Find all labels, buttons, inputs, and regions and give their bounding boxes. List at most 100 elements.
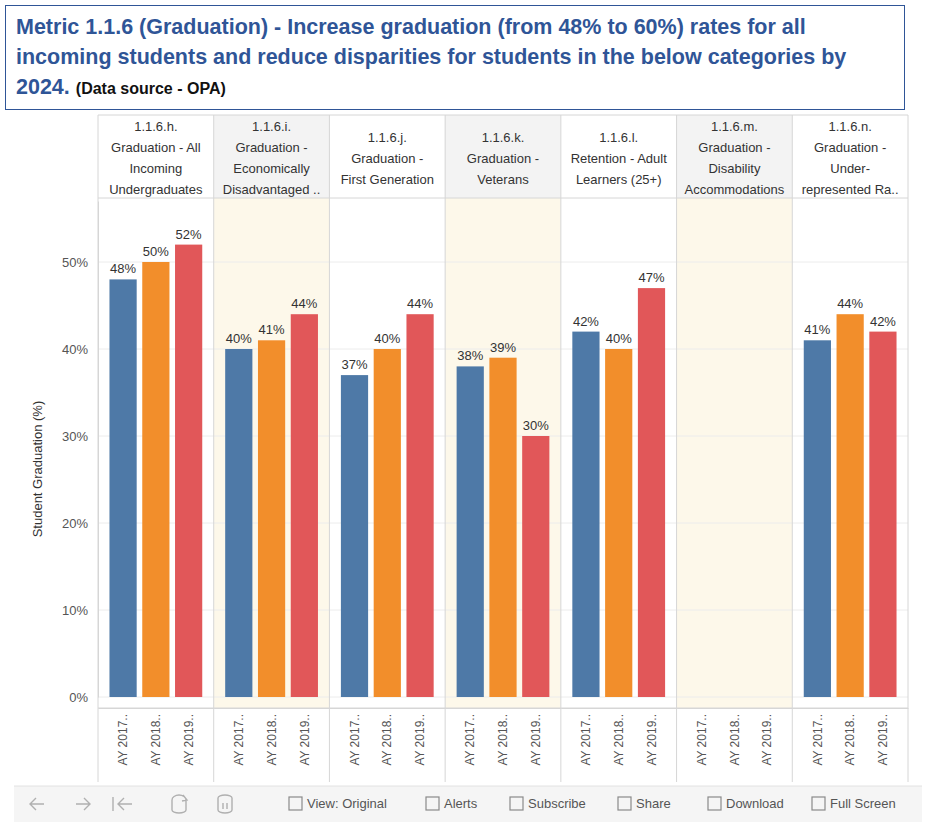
bar [175, 245, 202, 697]
toolbar-background [14, 786, 922, 822]
x-tick-label: AY 2017.. [116, 714, 130, 766]
panel-header-line: Veterans [477, 172, 529, 187]
x-tick: AY 2019.. [413, 708, 427, 766]
panel-headers: 1.1.6.h.Graduation - AllIncomingUndergra… [109, 119, 898, 197]
bar [225, 349, 252, 697]
panel-header-line: Graduation - [814, 140, 886, 155]
bar [142, 262, 169, 697]
toolbar-icon[interactable] [289, 797, 302, 810]
x-tick: AY 2018.. [496, 708, 510, 766]
panel-header: 1.1.6.m.Graduation -DisabilityAccommodat… [685, 119, 785, 197]
x-tick-label: AY 2018.. [380, 714, 394, 766]
panel-background [677, 198, 793, 708]
x-tick: AY 2017.. [463, 708, 477, 766]
toolbar-icon[interactable] [708, 797, 721, 810]
bar [341, 375, 368, 697]
header-background [214, 115, 330, 198]
x-tick: AY 2018.. [843, 708, 857, 766]
toolbar-icon[interactable] [812, 797, 825, 810]
panel-header-line: Under- [830, 161, 870, 176]
panel-header-line: Incoming [129, 161, 182, 176]
toolbar-item[interactable]: Download [726, 796, 784, 811]
panel-header-line: Disadvantaged .. [223, 182, 321, 197]
x-tick: AY 2019.. [645, 708, 659, 766]
grid-line [98, 262, 908, 263]
x-tick: AY 2017.. [695, 708, 709, 766]
data-label: 44% [291, 296, 317, 311]
x-tick-label: AY 2017.. [579, 714, 593, 766]
x-tick: AY 2017.. [811, 708, 825, 766]
plot-bottom-rule [98, 708, 908, 709]
panel-header-line: Graduation - [698, 140, 770, 155]
y-tick: 10% [62, 603, 98, 618]
x-tick: AY 2019.. [760, 708, 774, 766]
x-tick: AY 2018.. [612, 708, 626, 766]
panel-header: 1.1.6.n.Graduation -Under-represented Ra… [802, 119, 899, 197]
x-tick-label: AY 2018.. [496, 714, 510, 766]
panel-header-line: Graduation - [235, 140, 307, 155]
y-tick: 0% [69, 690, 98, 705]
toolbar-item[interactable]: View: Original [307, 796, 387, 811]
toolbar-item[interactable]: Subscribe [528, 796, 586, 811]
toolbar-item[interactable]: Alerts [444, 796, 478, 811]
data-labels: 48%40%37%38%42%41%50%41%40%39%40%44%52%4… [110, 227, 896, 433]
panel-header-line: Graduation - [467, 151, 539, 166]
back-icon[interactable] [30, 798, 44, 810]
panel-separator [445, 115, 446, 782]
data-label: 41% [804, 322, 830, 337]
y-tick: 40% [62, 342, 98, 357]
x-tick-label: AY 2018.. [843, 714, 857, 766]
toolbar-item[interactable]: Share [636, 796, 671, 811]
x-tick: AY 2018.. [728, 708, 742, 766]
toolbar-icon[interactable] [510, 797, 523, 810]
y-axis-title: Student Graduation (%) [30, 401, 45, 538]
panel-header-line: Economically [233, 161, 310, 176]
data-label: 40% [374, 331, 400, 346]
header-background [677, 115, 793, 198]
pause-icon[interactable] [218, 795, 232, 813]
panel-header-line: 1.1.6.k. [482, 130, 525, 145]
toolbar-item[interactable]: Full Screen [830, 796, 896, 811]
bar [258, 340, 285, 697]
refresh-icon[interactable] [172, 795, 187, 813]
panel-header-line: 1.1.6.m. [711, 119, 758, 134]
x-tick-label: AY 2019.. [645, 714, 659, 766]
y-tick: 30% [62, 429, 98, 444]
toolbar-icon[interactable] [426, 797, 439, 810]
panel-background [98, 198, 214, 708]
panel-header-line: Accommodations [685, 182, 785, 197]
panel-separator [213, 115, 214, 782]
x-tick: AY 2017.. [348, 708, 362, 766]
panel-header-line: 1.1.6.i. [252, 119, 291, 134]
x-tick: AY 2019.. [182, 708, 196, 766]
header-background [561, 115, 677, 198]
data-label: 41% [259, 322, 285, 337]
header-background [329, 115, 445, 198]
panel-header-line: Graduation - All [111, 140, 201, 155]
panel-header-line: 1.1.6.l. [599, 130, 638, 145]
data-label: 47% [638, 270, 664, 285]
header-background [445, 115, 561, 198]
panel-header-line: Retention - Adult [571, 151, 668, 166]
x-axis: AY 2017..AY 2018..AY 2019.. [793, 708, 909, 766]
data-label: 48% [110, 261, 136, 276]
bar [869, 332, 896, 697]
bars [109, 245, 896, 697]
panel-backgrounds [98, 115, 908, 708]
data-label: 40% [606, 331, 632, 346]
panel-background [792, 198, 908, 708]
x-tick: AY 2018.. [380, 708, 394, 766]
x-tick-label: AY 2019.. [760, 714, 774, 766]
data-label: 42% [573, 314, 599, 329]
panel-header-line: 1.1.6.j. [368, 130, 407, 145]
x-tick-label: AY 2018.. [612, 714, 626, 766]
toolbar-icon[interactable] [618, 797, 631, 810]
y-tick-label: 50% [62, 255, 88, 270]
first-icon[interactable] [113, 797, 132, 811]
panel-separator [908, 115, 909, 782]
x-tick-label: AY 2017.. [695, 714, 709, 766]
x-tick-label: AY 2017.. [463, 714, 477, 766]
data-label: 52% [176, 227, 202, 242]
forward-icon[interactable] [76, 798, 90, 810]
data-label: 37% [341, 357, 367, 372]
